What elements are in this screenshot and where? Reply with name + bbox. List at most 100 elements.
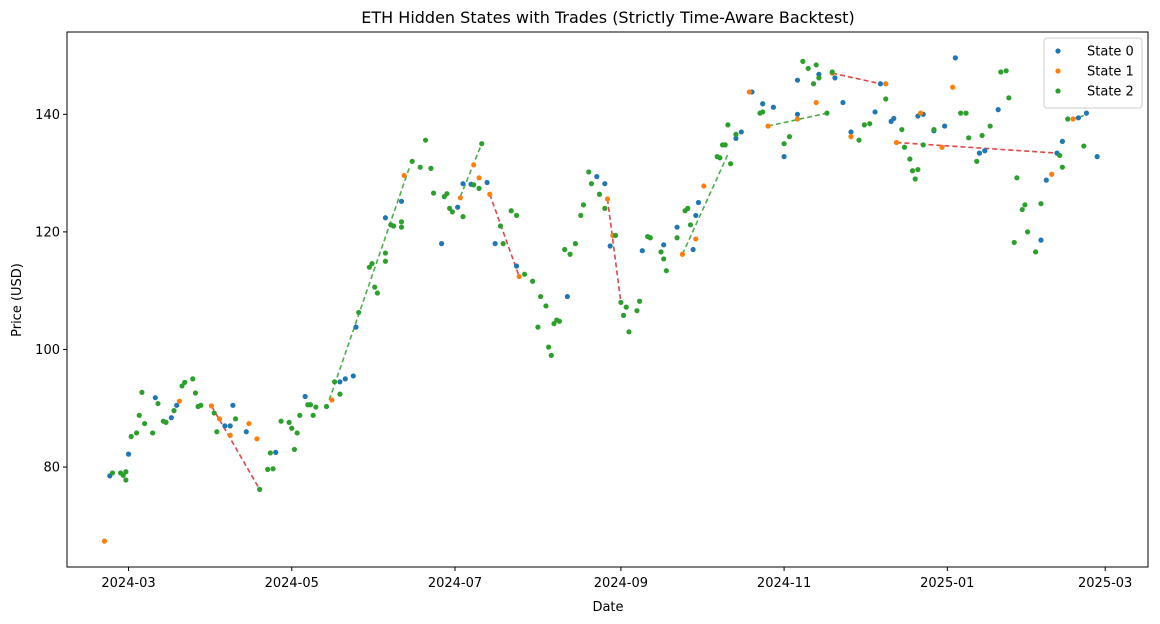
point-state-2	[374, 290, 380, 296]
point-state-0	[794, 111, 801, 117]
point-state-2	[471, 182, 477, 188]
point-state-2	[141, 420, 148, 427]
point-state-0	[227, 423, 233, 429]
point-state-2	[733, 131, 739, 137]
point-state-2	[623, 304, 629, 310]
point-state-2	[620, 312, 627, 318]
point-state-0	[661, 242, 667, 248]
point-state-2	[586, 169, 592, 175]
point-state-0	[872, 109, 878, 115]
point-state-2	[267, 450, 273, 456]
point-state-1	[917, 110, 924, 116]
point-state-2	[810, 81, 817, 87]
point-state-0	[942, 123, 948, 129]
y-axis: 80 100 120 140	[35, 108, 67, 476]
point-state-2	[1019, 206, 1025, 213]
point-state-0	[738, 129, 744, 135]
point-state-1	[813, 99, 819, 106]
point-state-2	[109, 470, 116, 476]
point-state-1	[794, 116, 801, 122]
point-state-2	[163, 419, 169, 425]
point-state-2	[479, 141, 485, 147]
point-state-2	[278, 418, 284, 424]
point-state-0	[337, 379, 343, 385]
point-state-2	[171, 408, 177, 414]
point-state-2	[717, 155, 723, 161]
point-state-2	[513, 212, 520, 219]
point-state-2	[398, 224, 405, 230]
point-state-2	[966, 135, 972, 141]
x-tick-label: 2024-05	[265, 576, 319, 591]
trade-line-gain	[681, 153, 729, 255]
point-state-2	[998, 69, 1004, 75]
trade-line-loss	[489, 193, 520, 277]
point-state-2	[331, 379, 338, 385]
point-state-1	[893, 139, 900, 146]
point-state-2	[307, 402, 314, 408]
point-state-2	[1024, 229, 1031, 235]
point-state-2	[179, 383, 185, 389]
point-state-2	[382, 258, 389, 264]
point-state-2	[356, 309, 362, 316]
point-state-2	[637, 298, 643, 304]
point-state-2	[578, 212, 584, 219]
point-state-2	[1057, 152, 1063, 159]
point-state-2	[211, 410, 217, 416]
point-state-0	[174, 402, 180, 408]
point-state-2	[123, 469, 129, 475]
point-state-2	[912, 176, 918, 182]
point-state-2	[398, 219, 405, 225]
point-state-1	[227, 432, 233, 438]
trade-line-loss	[606, 198, 622, 303]
point-state-2	[1033, 249, 1039, 255]
legend-box	[1043, 37, 1143, 109]
y-axis-title: Price (USD)	[10, 263, 25, 337]
point-state-1	[254, 436, 260, 442]
point-state-2	[337, 391, 343, 397]
y-tick-label: 140	[35, 108, 60, 123]
point-state-0	[1043, 177, 1049, 183]
point-state-2	[1059, 164, 1065, 170]
point-state-1	[329, 397, 335, 403]
point-state-2	[136, 412, 142, 418]
x-tick-label: 2024-11	[757, 576, 811, 591]
point-state-2	[508, 208, 514, 214]
point-state-0	[877, 81, 884, 87]
point-state-1	[401, 172, 407, 179]
point-state-2	[497, 223, 504, 229]
legend-marker	[1055, 48, 1061, 54]
point-state-2	[369, 261, 375, 267]
point-state-2	[313, 404, 319, 410]
point-state-2	[270, 466, 276, 472]
point-state-0	[832, 75, 838, 81]
point-state-0	[460, 181, 466, 187]
point-state-2	[372, 284, 378, 290]
point-state-2	[562, 246, 568, 253]
point-state-2	[291, 446, 298, 453]
point-state-2	[626, 329, 632, 335]
point-state-2	[1022, 202, 1028, 208]
point-state-2	[727, 161, 734, 167]
point-state-2	[190, 376, 196, 382]
point-state-2	[1081, 143, 1087, 149]
point-state-2	[428, 165, 434, 171]
point-state-0	[398, 198, 405, 204]
point-state-2	[907, 156, 913, 162]
point-state-2	[366, 264, 372, 270]
legend-label: State 0	[1087, 45, 1134, 60]
point-state-2	[409, 158, 415, 164]
point-state-0	[695, 199, 702, 206]
point-state-2	[551, 321, 557, 327]
point-state-2	[289, 425, 295, 431]
legend-marker	[1055, 68, 1061, 74]
point-state-0	[674, 224, 680, 230]
point-state-1	[604, 196, 611, 202]
point-state-2	[647, 235, 653, 241]
point-state-0	[995, 107, 1001, 113]
point-state-1	[476, 175, 482, 181]
point-state-2	[535, 324, 541, 330]
point-state-2	[567, 251, 573, 257]
point-state-2	[257, 486, 263, 492]
point-state-2	[1065, 116, 1071, 122]
